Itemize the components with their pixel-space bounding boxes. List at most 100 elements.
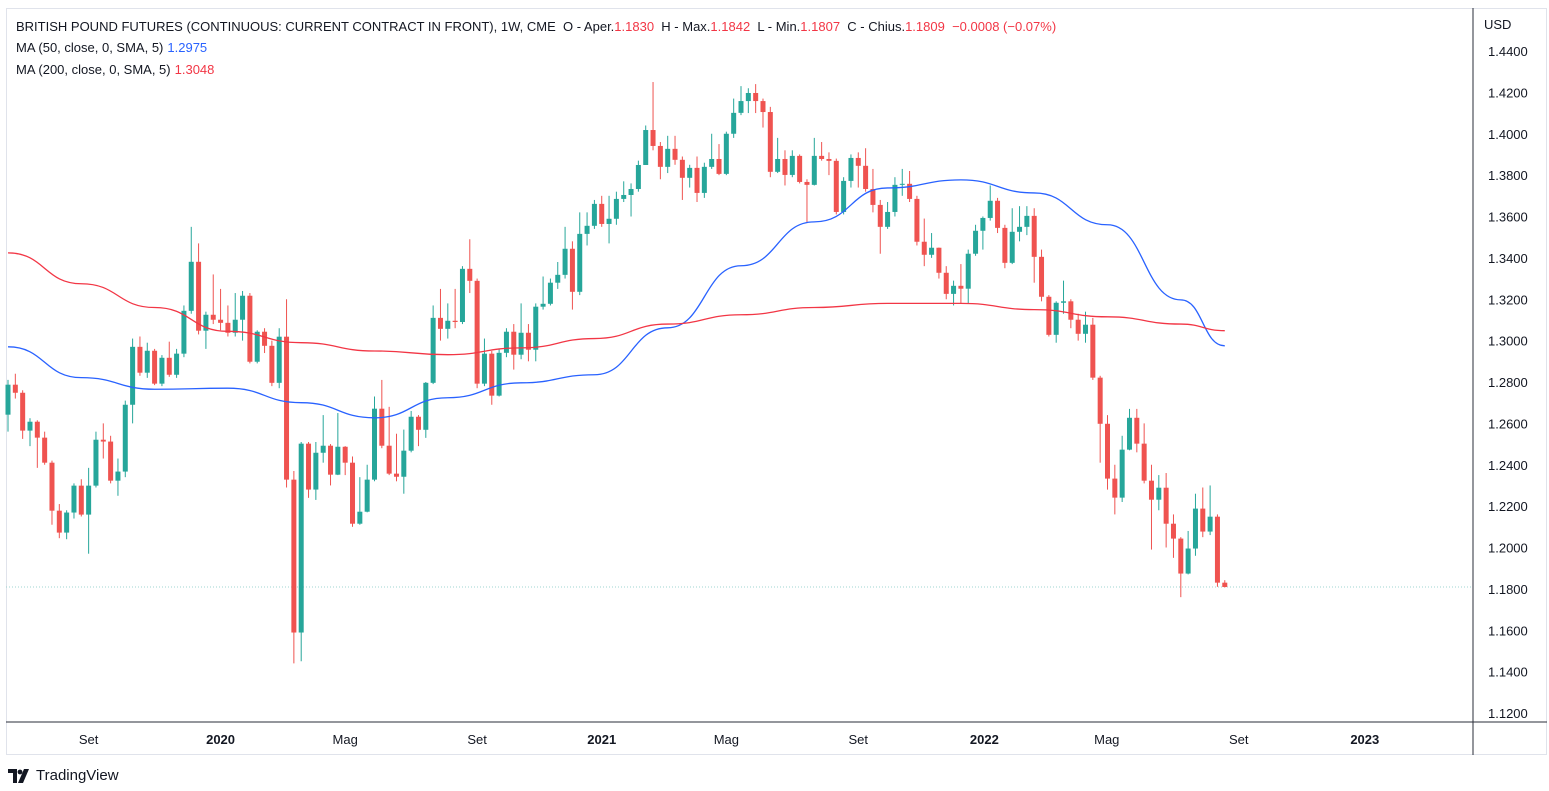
candle-up xyxy=(93,431,99,488)
candle-down xyxy=(1090,317,1096,380)
price-tick-label: 1.4000 xyxy=(1488,127,1528,142)
time-tick-label: 2023 xyxy=(1350,732,1379,747)
candle-body xyxy=(357,511,363,524)
candle-body xyxy=(775,158,781,172)
candle-up xyxy=(980,216,986,250)
candle-down xyxy=(166,341,172,377)
candle-down xyxy=(511,324,517,370)
candle-body xyxy=(284,336,290,480)
candles xyxy=(5,82,1228,664)
candle-down xyxy=(108,435,114,484)
price-tick-label: 1.3600 xyxy=(1488,210,1528,225)
time-tick-label: Set xyxy=(79,732,99,747)
candle-body xyxy=(621,194,627,199)
candle-body xyxy=(335,446,341,475)
tradingview-brand[interactable]: TradingView xyxy=(8,767,119,784)
candle-body xyxy=(760,101,766,113)
candle-body xyxy=(254,331,260,362)
candle-up xyxy=(885,202,891,229)
candle-up xyxy=(1126,408,1132,451)
candle-down xyxy=(350,456,356,527)
candle-body xyxy=(1192,508,1198,549)
time-tick-label: 2022 xyxy=(970,732,999,747)
candle-down xyxy=(958,264,964,304)
candle-down xyxy=(218,288,224,331)
candle-down xyxy=(753,84,759,114)
candle-body xyxy=(518,332,524,355)
candle-body xyxy=(1031,215,1037,257)
price-tick-label: 1.3200 xyxy=(1488,292,1528,307)
candle-body xyxy=(709,158,715,167)
brand-name: TradingView xyxy=(36,767,119,784)
candle-up xyxy=(71,483,77,519)
price-tick-label: 1.2000 xyxy=(1488,541,1528,556)
candle-up xyxy=(86,467,92,554)
candle-down xyxy=(467,239,473,294)
price-axis[interactable]: 1.4400 1.4200 1.4000 1.3800 1.3600 1.3400 1.32… xyxy=(1488,44,1528,721)
candle-body xyxy=(203,314,209,331)
symbol-title[interactable]: BRITISH POUND FUTURES (CONTINUOUS: CURRE… xyxy=(16,19,556,34)
candle-up xyxy=(64,510,70,540)
candle-body xyxy=(1083,324,1089,334)
candle-up xyxy=(731,98,737,138)
candle-body xyxy=(474,280,480,384)
candle-up xyxy=(628,183,634,217)
candle-up xyxy=(1119,435,1125,502)
candle-up xyxy=(540,276,546,310)
candle-body xyxy=(921,241,927,255)
legend-ma50[interactable]: MA (50, close, 0, SMA, 5) 1.2975 xyxy=(16,40,207,55)
candle-body xyxy=(745,92,751,102)
candle-body xyxy=(767,112,773,172)
candle-body xyxy=(137,346,143,373)
candle-body xyxy=(584,225,590,234)
candle-body xyxy=(108,441,114,481)
candle-up xyxy=(401,429,407,494)
open-value: 1.1830 xyxy=(614,19,655,34)
candle-body xyxy=(225,322,231,333)
time-tick-label: 2021 xyxy=(587,732,616,747)
candle-up xyxy=(665,135,671,174)
candle-body xyxy=(679,159,685,178)
candle-down xyxy=(760,98,766,128)
time-axis[interactable]: Set 2020 Mag Set 2021 Mag Set 2022 Mag Set 2023 xyxy=(79,732,1379,747)
price-tick-label: 1.1600 xyxy=(1488,623,1528,638)
candle-up xyxy=(841,177,847,215)
candle-down xyxy=(782,150,788,186)
price-tick-label: 1.3400 xyxy=(1488,251,1528,266)
candle-body xyxy=(511,331,517,355)
time-tick-label: Set xyxy=(1229,732,1249,747)
candle-body xyxy=(232,319,238,333)
candle-up xyxy=(518,303,524,360)
time-tick-label: 2020 xyxy=(206,732,235,747)
ma200-line xyxy=(7,252,1225,356)
candle-body xyxy=(907,183,913,199)
candle-up xyxy=(313,441,319,500)
candle-down xyxy=(1097,375,1103,463)
candle-body xyxy=(870,188,876,205)
candle-down xyxy=(137,336,143,376)
candle-body xyxy=(276,336,282,383)
candle-down xyxy=(1170,514,1176,558)
candle-body xyxy=(1061,301,1067,303)
candle-up xyxy=(709,133,715,169)
candle-body xyxy=(753,92,759,102)
candle-up xyxy=(1192,493,1198,556)
chart-frame xyxy=(6,8,1547,755)
candle-body xyxy=(613,198,619,219)
candle-down xyxy=(1222,580,1228,588)
candle-up xyxy=(174,348,180,378)
candle-body xyxy=(342,446,348,463)
candle-body xyxy=(1046,296,1052,335)
candle-body xyxy=(1207,516,1213,532)
candle-body xyxy=(262,331,268,346)
candle-down xyxy=(78,479,84,517)
candle-body xyxy=(467,268,473,281)
candle-down xyxy=(489,350,495,405)
candle-body xyxy=(628,188,634,195)
legend-ma200[interactable]: MA (200, close, 0, SMA, 5) 1.3048 xyxy=(16,62,214,77)
candle-body xyxy=(943,272,949,294)
candle-body xyxy=(452,320,458,323)
candle-up xyxy=(987,185,993,221)
candle-body xyxy=(393,473,399,477)
